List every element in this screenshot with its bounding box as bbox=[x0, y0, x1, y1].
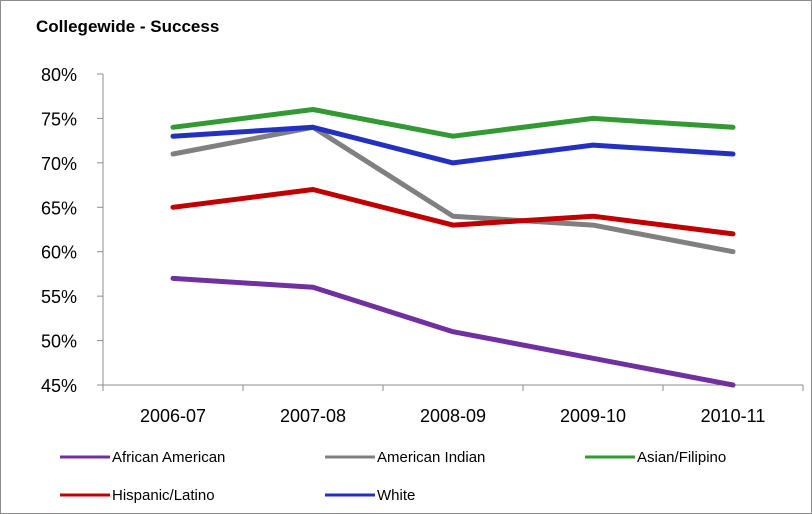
legend-label-white: White bbox=[377, 487, 415, 504]
legend-label-african-american: African American bbox=[112, 449, 225, 466]
x-tick-label: 2010-11 bbox=[701, 406, 766, 426]
series-line-hispanic-latino bbox=[170, 187, 736, 237]
series-line-american-indian bbox=[170, 124, 736, 255]
y-tick-label: 50% bbox=[41, 332, 77, 352]
axes: 80% 75% 70% 65% 60% 55% 50% 45% 2006-07 2007-08 20… bbox=[41, 65, 804, 426]
legend: African American American Indian Asian/Fil… bbox=[60, 449, 726, 504]
y-tick-label: 80% bbox=[41, 65, 77, 85]
y-tick-label: 60% bbox=[41, 243, 77, 263]
series-line-asian-filipino bbox=[170, 107, 736, 139]
x-tick-label: 2009-10 bbox=[560, 406, 626, 426]
series-line-white bbox=[170, 124, 736, 166]
y-tick-label: 70% bbox=[41, 154, 77, 174]
series-lines bbox=[170, 107, 736, 388]
x-tick-label: 2008-09 bbox=[420, 406, 486, 426]
series-line-african-american bbox=[170, 275, 736, 388]
legend-label-american-indian: American Indian bbox=[377, 449, 485, 466]
y-tick-label: 55% bbox=[41, 287, 77, 307]
y-tick-label: 65% bbox=[41, 198, 77, 218]
legend-label-hispanic-latino: Hispanic/Latino bbox=[112, 487, 215, 504]
x-tick-label: 2007-08 bbox=[280, 406, 346, 426]
y-tick-label: 75% bbox=[41, 109, 77, 129]
y-tick-label: 45% bbox=[41, 376, 77, 396]
chart-title: Collegewide - Success bbox=[36, 17, 220, 36]
x-tick-label: 2006-07 bbox=[140, 406, 206, 426]
legend-label-asian-filipino: Asian/Filipino bbox=[637, 449, 726, 466]
